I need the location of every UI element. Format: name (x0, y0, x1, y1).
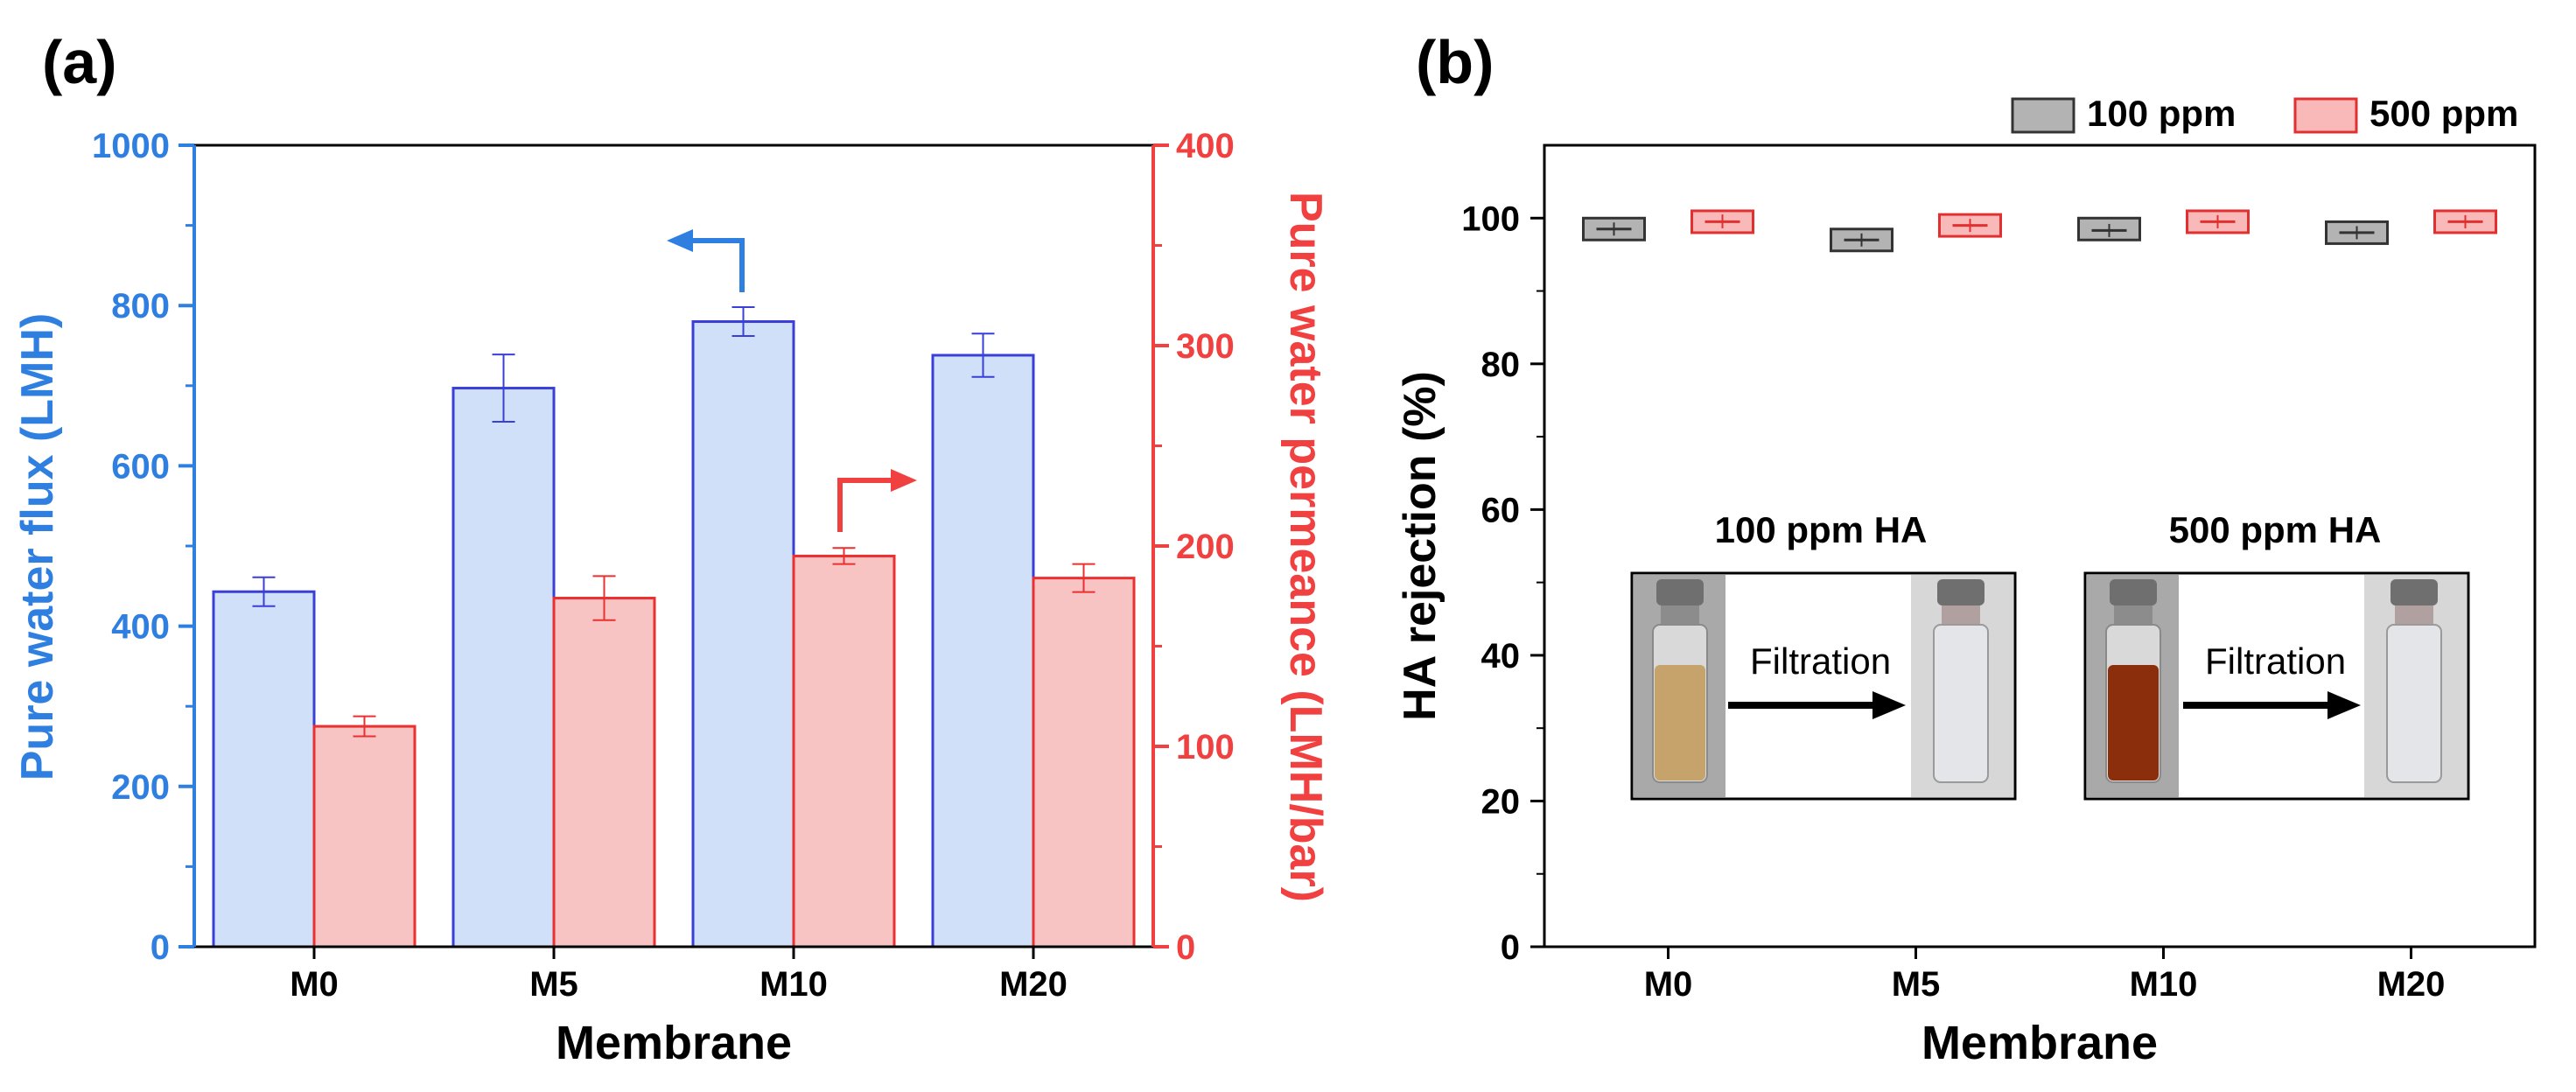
right-tick-label: 100 (1176, 728, 1235, 766)
legend-label-100ppm: 100 ppm (2087, 93, 2236, 134)
error-bar-right-M10 (832, 547, 856, 565)
bar-right-M5 (552, 597, 656, 948)
bar-right-M0 (312, 724, 416, 948)
y-tick-label: 60 (1481, 491, 1521, 529)
y-tick-label: 80 (1481, 346, 1521, 384)
inset-title-500ppm: 500 ppm HA (2169, 509, 2382, 550)
inset-100ppm: 100 ppm HA Filtration (1630, 509, 2017, 801)
error-bar-left-M0 (252, 576, 276, 607)
panel-a-left-ticks: 0 200 400 600 800 1000 (92, 127, 194, 967)
x-tick-label: M20 (999, 965, 1068, 1004)
panel-a-x-ticks: M0 M5 M10 M20 (290, 947, 1068, 1004)
vial-after-100ppm-icon (1911, 575, 2013, 797)
box-500ppm-M20 (2433, 209, 2497, 234)
box-body (1582, 216, 1646, 242)
inset-arrow-label-100ppm: Filtration (1750, 640, 1891, 682)
red-right-arrow-icon (837, 469, 917, 532)
left-tick-label: 200 (111, 768, 170, 807)
left-tick-label: 0 (150, 928, 170, 967)
panel-a-left-axis-label: Pure water flux (LMH) (12, 313, 63, 781)
left-tick-label: 800 (111, 287, 170, 326)
panel-a-right-ticks: 0 100 200 300 400 (1153, 127, 1235, 967)
legend-swatch-100ppm (2011, 97, 2076, 134)
bar-left-M20 (931, 354, 1035, 948)
legend-swatch-500ppm (2293, 97, 2358, 134)
legend: 100 ppm 500 ppm (2011, 93, 2518, 134)
x-tick-label: M20 (2377, 965, 2446, 1004)
arrow-right-icon (2183, 691, 2361, 719)
panel-a-x-axis-label: Membrane (556, 1017, 792, 1069)
box-500ppm-M0 (1690, 209, 1754, 234)
box-body (1830, 228, 1894, 253)
vial-before-500ppm-icon (2087, 575, 2179, 797)
vial-after-500ppm-icon (2364, 575, 2467, 797)
bar-right-M10 (792, 554, 896, 948)
bar-right-M20 (1032, 577, 1136, 948)
vial-before-100ppm-icon (1634, 575, 1726, 797)
panel-b-plot-frame (1543, 144, 2537, 948)
legend-label-500ppm: 500 ppm (2370, 93, 2518, 134)
error-bar-left-M20 (971, 332, 995, 378)
x-tick-label: M5 (529, 965, 578, 1004)
y-tick-label: 20 (1481, 782, 1521, 821)
y-tick-label: 100 (1461, 200, 1520, 238)
left-tick-label: 400 (111, 608, 170, 647)
box-500ppm-M5 (1938, 213, 2002, 238)
panel-a-right-axis-label: Pure water permeance (LMH/bar) (1280, 192, 1331, 902)
panel-b-label: (b) (1416, 28, 1494, 96)
inset-title-100ppm: 100 ppm HA (1715, 509, 1928, 550)
panel-b-y-ticks: 0 20 40 60 80 100 (1461, 200, 1544, 967)
error-bar-left-M5 (492, 354, 515, 424)
box-body (1938, 213, 2002, 238)
right-tick-label: 0 (1176, 928, 1195, 967)
bar-left-M5 (452, 387, 556, 948)
box-500ppm-M10 (2186, 209, 2250, 234)
panel-b-x-ticks: M0 M5 M10 M20 (1644, 947, 2446, 1004)
x-tick-label: M5 (1892, 965, 1941, 1004)
error-bar-left-M10 (732, 306, 755, 338)
bar-left-M10 (691, 320, 795, 948)
box-100ppm-M20 (2325, 220, 2389, 245)
right-tick-label: 300 (1176, 327, 1235, 366)
bar-left-M0 (212, 590, 316, 948)
error-bar-right-M0 (353, 715, 376, 738)
panel-b: (b) 0 20 40 60 80 100 M0 M5 M10 M20 Membrane HA … (1395, 28, 2537, 1069)
left-tick-label: 600 (111, 447, 170, 486)
x-tick-label: M10 (760, 965, 828, 1004)
box-100ppm-M0 (1582, 216, 1646, 242)
inset-arrow-label-500ppm: Filtration (2205, 640, 2346, 682)
panel-b-boxes (1582, 209, 2497, 253)
x-tick-label: M10 (2130, 965, 2198, 1004)
error-bar-right-M20 (1072, 563, 1096, 593)
y-tick-label: 40 (1481, 637, 1521, 676)
left-tick-label: 1000 (92, 127, 170, 165)
right-tick-label: 400 (1176, 127, 1235, 165)
error-bar-right-M5 (592, 575, 616, 621)
x-tick-label: M0 (1644, 965, 1693, 1004)
panel-a: (a) 0 200 400 600 800 1000 0 100 200 300 400 M0 M5… (12, 28, 1331, 1069)
inset-500ppm: 500 ppm HA Filtration (2083, 509, 2470, 801)
box-100ppm-M10 (2077, 216, 2141, 242)
y-tick-label: 0 (1501, 928, 1520, 967)
box-100ppm-M5 (1830, 228, 1894, 253)
panel-a-label: (a) (42, 28, 117, 96)
panel-b-x-axis-label: Membrane (1922, 1017, 2158, 1069)
blue-left-arrow-icon (667, 229, 745, 292)
x-tick-label: M0 (290, 965, 339, 1004)
arrow-right-icon (1728, 691, 1906, 719)
panel-b-y-axis-label: HA rejection (%) (1395, 371, 1446, 721)
panel-a-bars (212, 306, 1136, 948)
right-tick-label: 200 (1176, 528, 1235, 566)
